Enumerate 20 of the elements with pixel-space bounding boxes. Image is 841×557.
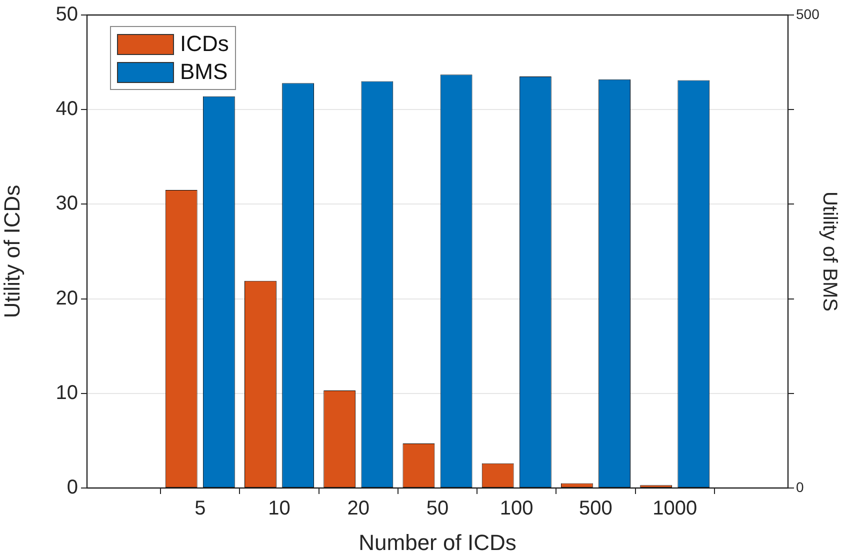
y-tick-label: 50 xyxy=(56,4,78,26)
x-tick-label: 5 xyxy=(194,498,206,520)
x-tick-label: 100 xyxy=(500,498,534,520)
x-tick-label: 1000 xyxy=(652,498,698,520)
y-axis-title: Utility of ICDs xyxy=(0,184,24,318)
y-tick-label: 30 xyxy=(56,192,78,215)
x-axis-title: Number of ICDs xyxy=(358,530,516,555)
y-tick-label: 0 xyxy=(66,476,78,499)
y2-axis-title: Utility of BMS xyxy=(818,191,840,312)
legend-label: BMS xyxy=(180,59,228,85)
y2-tick-label: 500 xyxy=(796,6,820,22)
y2-tick-label: 0 xyxy=(796,478,804,495)
legend-label: ICDs xyxy=(180,31,229,57)
x-tick-label: 50 xyxy=(426,498,449,520)
y-tick-label: 20 xyxy=(56,287,78,310)
x-tick-label: 10 xyxy=(268,498,290,520)
x-tick-label: 20 xyxy=(347,498,370,520)
y-tick-label: 10 xyxy=(56,382,78,404)
x-tick-label: 500 xyxy=(579,498,612,520)
y-tick-label: 40 xyxy=(56,98,78,120)
